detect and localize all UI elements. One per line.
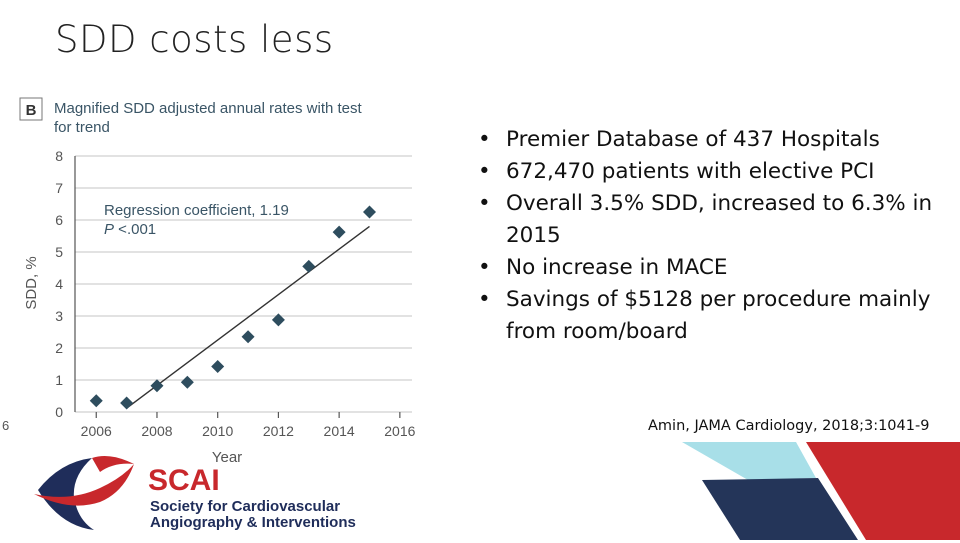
panel-label-box (19, 97, 43, 121)
y-tick-label: 5 (55, 244, 63, 260)
p-value-text: <.001 (114, 221, 156, 238)
trend-line (126, 225, 370, 409)
data-point-marker (211, 360, 225, 374)
logo-acronym: SCAI (148, 464, 220, 497)
data-points (89, 205, 376, 410)
x-axis-label: Year (212, 449, 242, 466)
logo-text-line1: Society for Cardiovascular (150, 498, 341, 515)
data-point-marker (150, 379, 164, 393)
x-tick-label: 2016 (384, 423, 415, 439)
y-tick-label: 7 (55, 180, 63, 196)
slide-number: 6 (2, 418, 10, 433)
trendline-layer (126, 225, 370, 409)
y-axis-label: SDD, % (23, 256, 40, 309)
x-tick-label: 2014 (324, 423, 355, 439)
panel-label: B (26, 102, 37, 119)
y-tick-label: 0 (55, 404, 63, 420)
logo-swoosh-red-top (92, 456, 134, 472)
chart-title-line2: for trend (54, 119, 110, 136)
deco-light-blue (682, 442, 816, 480)
bullet-item: No increase in MACE (478, 252, 948, 284)
logo-text-line2: Angiography & Interventions (150, 514, 356, 531)
corner-decoration (682, 442, 960, 540)
data-point-marker (302, 259, 316, 273)
data-point-marker (89, 394, 103, 408)
data-point-marker (180, 375, 194, 389)
y-tick-label: 2 (55, 340, 63, 356)
x-tick-label: 2012 (263, 423, 294, 439)
scai-logo-mark: SCAI (34, 456, 220, 530)
scatter-chart: B Magnified SDD adjusted annual rates wi… (19, 97, 416, 466)
y-tick-label: 3 (55, 308, 63, 324)
bullet-item: 672,470 patients with elective PCI (478, 156, 948, 188)
deco-navy (702, 478, 858, 540)
regression-annotation: Regression coefficient, 1.19 (104, 202, 289, 219)
citation: Amin, JAMA Cardiology, 2018;3:1041-9 (648, 418, 930, 434)
y-tick-label: 6 (55, 212, 63, 228)
p-symbol: P (104, 221, 114, 238)
y-tick-label: 8 (55, 148, 63, 164)
logo-swoosh-red (34, 464, 134, 506)
y-tick-label: 4 (55, 276, 63, 292)
gridlines (75, 155, 412, 413)
data-point-marker (271, 313, 285, 327)
scai-logo: SCAI Society for Cardiovascular Angiogra… (30, 450, 370, 538)
data-point-marker (120, 396, 134, 410)
data-point-marker (332, 225, 346, 239)
p-value-annotation: P <.001 (104, 221, 156, 238)
y-tick-label: 1 (55, 372, 63, 388)
bullet-list: Premier Database of 437 Hospitals 672,47… (478, 124, 948, 348)
chart-title-line1: Magnified SDD adjusted annual rates with… (54, 100, 363, 117)
bullet-item: Overall 3.5% SDD, increased to 6.3% in 2… (478, 188, 948, 252)
data-point-marker (241, 330, 255, 344)
x-tick-label: 2010 (202, 423, 233, 439)
logo-swoosh-navy (38, 458, 94, 530)
bullet-item: Premier Database of 437 Hospitals (478, 124, 948, 156)
chart-figure: B Magnified SDD adjusted annual rates wi… (14, 90, 442, 472)
slide-title: SDD costs less (55, 18, 334, 61)
x-tick-label: 2006 (81, 423, 112, 439)
deco-red (806, 442, 960, 540)
axis-labels: 0 1 2 3 4 5 6 7 8 2006 2008 2010 2012 2014 2016 (55, 148, 415, 439)
bullet-item: Savings of $5128 per procedure mainly fr… (478, 284, 948, 348)
data-point-marker (362, 205, 376, 219)
x-tick-label: 2008 (141, 423, 172, 439)
